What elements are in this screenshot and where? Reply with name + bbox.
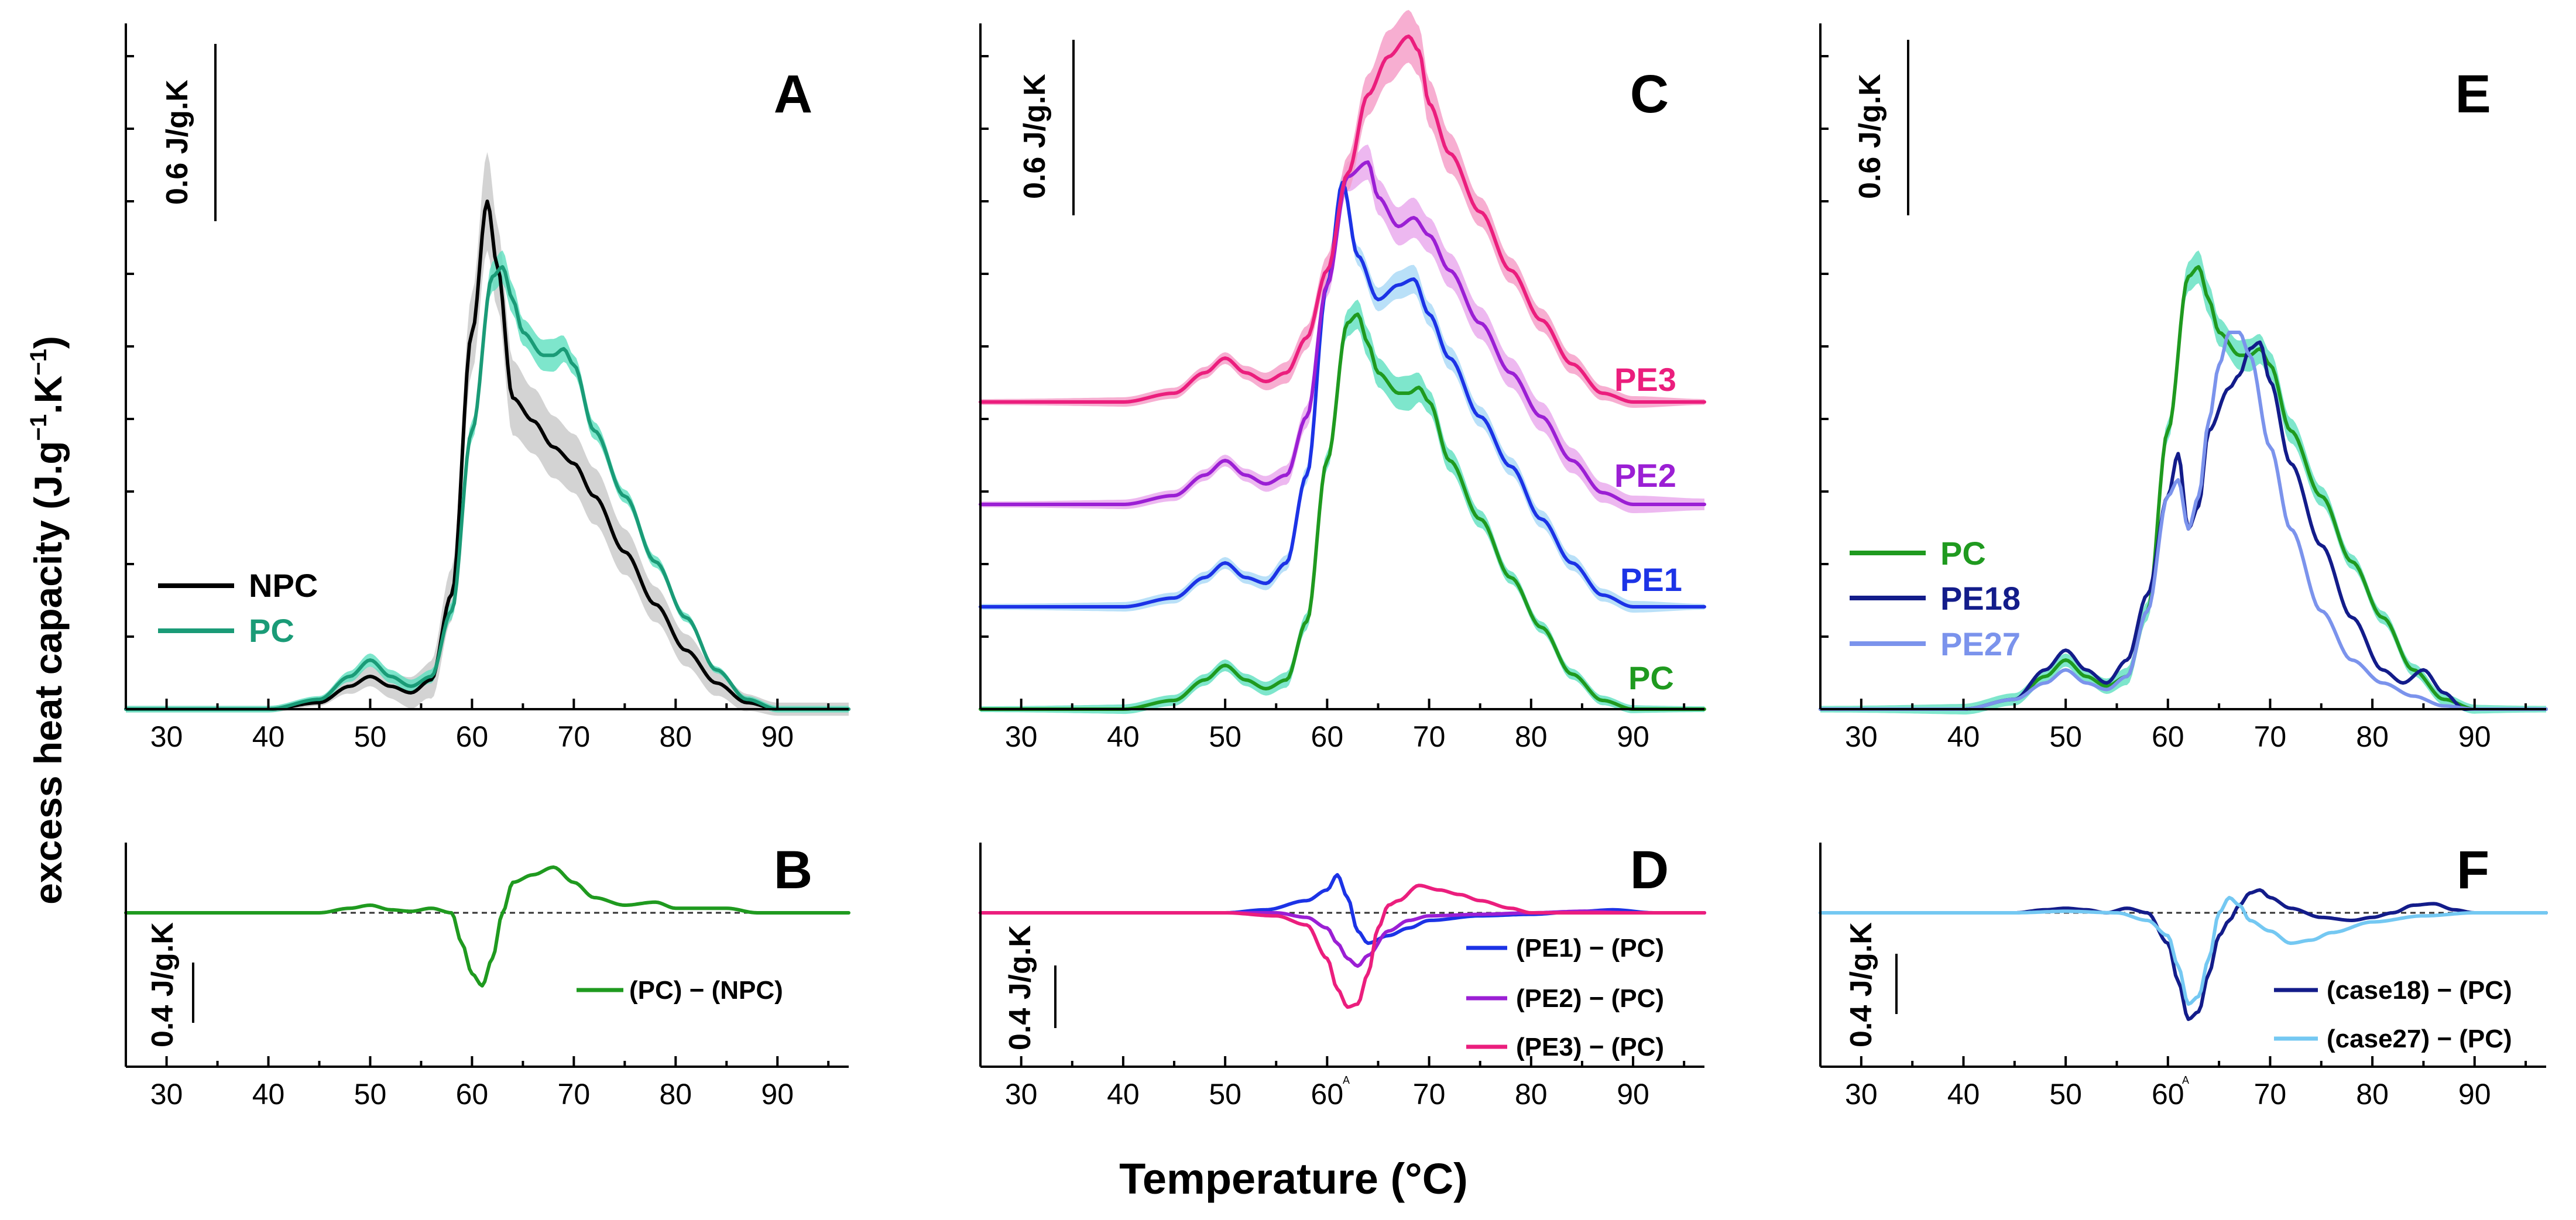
series-label-pc: PC (1628, 659, 1674, 696)
x-tick-label-f: 90 (2458, 1078, 2491, 1111)
panel-c: 30 40 50 60 70 80 90 C 0.6 J/g.K PE3 PE2 PE1 P… (979, 10, 1706, 753)
panel-e: 30 40 50 60 70 80 90 E 0.6 J/g.K PC PE18 PE27 (1819, 23, 2548, 753)
curve-pe1-pc-d (979, 873, 1706, 945)
legend-label-pe27: PE27 (1940, 626, 2021, 662)
legend-f: (case18) − (PC) (case27) − (PC) (2274, 976, 2512, 1053)
x-tick-label-b: 50 (354, 1078, 387, 1111)
x-tick-label-e: 80 (2356, 720, 2389, 753)
panel-letter-f: F (2457, 840, 2489, 900)
scale-label-d: 0.4 J/g.K (1003, 925, 1037, 1050)
curve-pe3-c (979, 35, 1706, 404)
x-tick-label-f: 70 (2254, 1078, 2287, 1111)
x-tick-label-c: 60 (1311, 720, 1344, 753)
x-tick-label-c: 80 (1515, 720, 1548, 753)
x-tick-label-d: 70 (1413, 1078, 1446, 1111)
y-axis-label: excess heat capacity (J.g−1.K−1) (26, 336, 70, 905)
scale-label-b: 0.4 J/g.K (146, 922, 180, 1047)
x-tick-label-b: 30 (150, 1078, 183, 1111)
x-tick-label-f: 30 (1845, 1078, 1878, 1111)
legend-label-pe1-minus-pc: (PE1) − (PC) (1516, 934, 1664, 963)
x-tick-label-d: 40 (1107, 1078, 1140, 1111)
legend-label-case18: (case18) − (PC) (2327, 976, 2512, 1005)
x-tick-label-e: 70 (2254, 720, 2287, 753)
legend-a: NPC PC (158, 567, 318, 649)
x-tick-label-a: 30 (150, 720, 183, 753)
series-label-pe2: PE2 (1614, 457, 1676, 494)
x-tick-label-c: 90 (1617, 720, 1649, 753)
legend-d: (PE1) − (PC) (PE2) − (PC) (PE3) − (PC) (1466, 934, 1664, 1061)
series-label-pe3: PE3 (1614, 361, 1676, 398)
legend-label-npc: NPC (249, 567, 318, 604)
panel-letter-e: E (2455, 64, 2491, 124)
x-tick-label-b: 70 (558, 1078, 591, 1111)
panel-d: 30 40 50 60 70 80 90 D 0.4 J/g.K (PE1) − (PC) … (979, 840, 1706, 1111)
scale-label-f: 0.4 J/g.K (1844, 922, 1878, 1047)
x-tick-label-e: 90 (2458, 720, 2491, 753)
band-npc-a (126, 152, 849, 716)
x-tick-label-a: 40 (252, 720, 285, 753)
x-tick-label-b: 80 (659, 1078, 692, 1111)
x-tick-label-f: 80 (2356, 1078, 2389, 1111)
legend-label-pe18: PE18 (1940, 580, 2021, 617)
x-tick-label-f: 50 (2049, 1078, 2082, 1111)
x-tick-label-c: 40 (1107, 720, 1140, 753)
axis-note-d: A (1343, 1074, 1350, 1086)
scale-label-a: 0.6 J/g.K (160, 80, 194, 205)
legend-label-pc-minus-npc: (PC) − (NPC) (629, 976, 783, 1005)
x-tick-label-a: 50 (354, 720, 387, 753)
x-tick-label-d: 50 (1209, 1078, 1241, 1111)
x-tick-label-e: 50 (2049, 720, 2082, 753)
x-tick-label-b: 90 (761, 1078, 794, 1111)
x-tick-label-a: 60 (456, 720, 489, 753)
x-tick-label-a: 70 (558, 720, 591, 753)
x-tick-label-f: 40 (1947, 1078, 1980, 1111)
legend-label-case27: (case27) − (PC) (2327, 1025, 2512, 1053)
panel-letter-d: D (1630, 840, 1669, 900)
legend-label-pe3-minus-pc: (PE3) − (PC) (1516, 1033, 1664, 1061)
x-tick-label-a: 90 (761, 720, 794, 753)
curve-case27-pc-f (1819, 896, 2548, 1006)
x-tick-label-d: 60 (1311, 1078, 1344, 1111)
legend-label-pc: PC (249, 612, 294, 649)
panel-f: 30 40 50 60 70 80 90 F 0.4 J/g.K (case18) − (P… (1819, 840, 2548, 1111)
x-tick-label-d: 80 (1515, 1078, 1548, 1111)
x-tick-label-b: 60 (456, 1078, 489, 1111)
series-label-pe1: PE1 (1620, 561, 1682, 598)
x-tick-label-a: 80 (659, 720, 692, 753)
x-tick-label-b: 40 (252, 1078, 285, 1111)
legend-e: PC PE18 PE27 (1850, 535, 2021, 662)
x-tick-label-c: 50 (1209, 720, 1241, 753)
x-tick-label-d: 30 (1005, 1078, 1038, 1111)
panel-a: 30 40 50 60 70 80 90 A 0.6 J/g.K NPC PC (124, 23, 850, 753)
axis-note-f: A (2182, 1074, 2189, 1086)
curve-pc-a (124, 265, 850, 711)
panel-letter-c: C (1630, 64, 1669, 124)
x-tick-label-e: 60 (2152, 720, 2184, 753)
legend-label-pc-e: PC (1940, 535, 1986, 572)
x-tick-label-e: 40 (1947, 720, 1980, 753)
curve-pe18-e (1819, 340, 2548, 711)
scale-label-e: 0.6 J/g.K (1853, 74, 1887, 199)
curve-npc-a (124, 200, 850, 711)
x-axis-label: Temperature (°C) (1119, 1154, 1468, 1203)
legend-label-pe2-minus-pc: (PE2) − (PC) (1516, 984, 1664, 1013)
x-tick-label-e: 30 (1845, 720, 1878, 753)
x-tick-label-d: 90 (1617, 1078, 1649, 1111)
curve-pe27-e (1819, 331, 2548, 711)
curve-pc-c (979, 312, 1706, 711)
panel-letter-b: B (774, 840, 812, 900)
curve-pc-npc-b (124, 865, 850, 988)
x-tick-label-f: 60 (2152, 1078, 2184, 1111)
x-tick-label-c: 30 (1005, 720, 1038, 753)
panel-b: 30 40 50 60 70 80 90 B 0.4 J/g.K (PC) − (NPC) (124, 840, 850, 1111)
band-pc-a (126, 250, 849, 713)
curve-pe3-pc-d (979, 884, 1706, 1009)
x-tick-label-c: 70 (1413, 720, 1446, 753)
legend-b: (PC) − (NPC) (577, 976, 783, 1005)
scale-label-c: 0.6 J/g.K (1018, 74, 1052, 199)
panel-letter-a: A (774, 64, 812, 124)
